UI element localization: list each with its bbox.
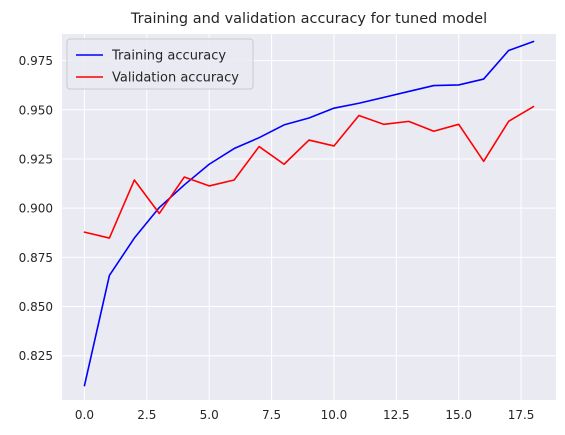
x-tick-label: 15.0	[445, 408, 472, 422]
y-tick-label: 0.975	[19, 54, 53, 68]
x-tick-label: 0.0	[75, 408, 94, 422]
x-tick-label: 5.0	[200, 408, 219, 422]
y-tick-label: 0.950	[19, 103, 53, 117]
legend-label-training-accuracy: Training accuracy	[111, 49, 226, 64]
legend: Training accuracy Validation accuracy	[66, 38, 254, 90]
y-gridlines	[62, 60, 556, 357]
x-tick-labels: 0.0 2.5 5.0 7.5 10.0 12.5 15.0 17.5	[75, 408, 535, 422]
x-tick-label: 7.5	[262, 408, 281, 422]
series-line-validation-accuracy	[83, 105, 535, 239]
plot-background	[62, 34, 556, 400]
legend-label-validation-accuracy: Validation accuracy	[112, 71, 239, 86]
x-tick-label: 12.5	[383, 408, 410, 422]
x-tick-label: 10.0	[321, 408, 348, 422]
legend-entries: Training accuracy Validation accuracy	[76, 49, 239, 86]
x-tick-label: 17.5	[508, 408, 535, 422]
y-tick-labels: 0.825 0.850 0.875 0.900 0.925 0.950 0.975	[19, 54, 53, 363]
y-tick-label: 0.875	[19, 251, 53, 265]
series-training-accuracy	[83, 40, 535, 387]
y-tick-label: 0.900	[19, 202, 53, 216]
y-tick-label: 0.925	[19, 152, 53, 166]
legend-box	[66, 38, 254, 90]
y-tick-label: 0.850	[19, 300, 53, 314]
x-gridlines	[83, 34, 522, 400]
y-tick-label: 0.825	[19, 349, 53, 363]
x-tick-label: 2.5	[137, 408, 156, 422]
series-line-training-accuracy	[83, 40, 535, 387]
series-lines	[83, 40, 535, 387]
chart-title: Training and validation accuracy for tun…	[130, 11, 487, 27]
series-validation-accuracy	[83, 105, 535, 239]
